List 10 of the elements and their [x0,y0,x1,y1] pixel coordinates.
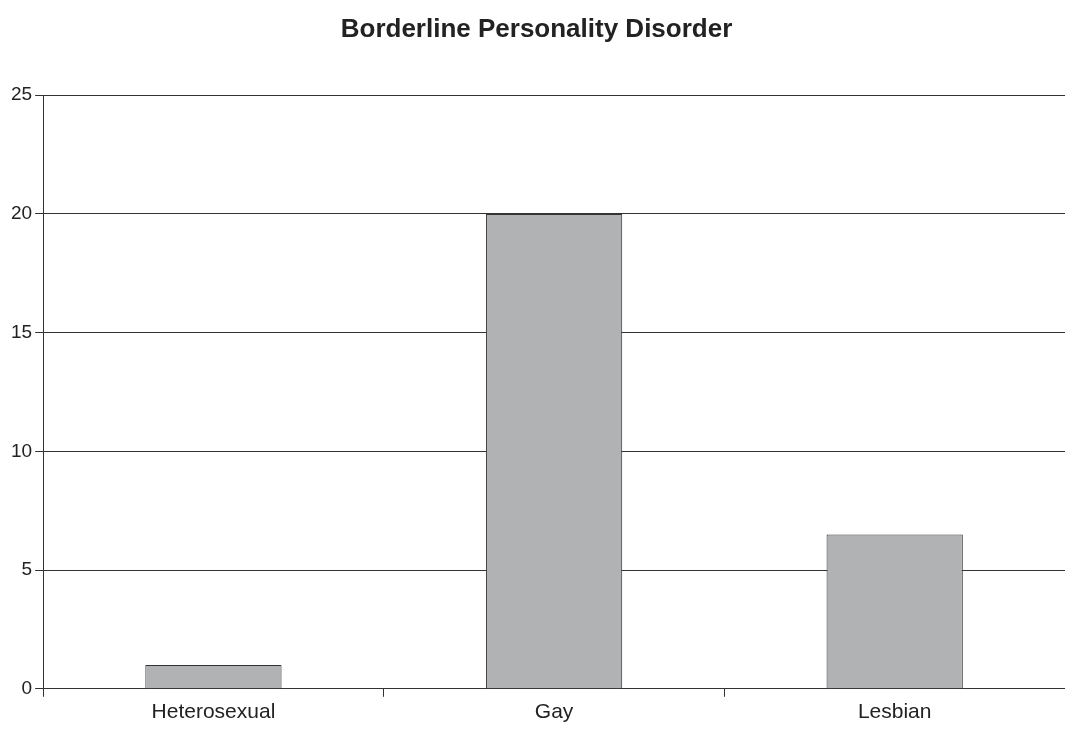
x-tick-label: Gay [534,699,574,723]
y-tick-label: 5 [21,558,33,580]
chart-title: Borderline Personality Disorder [340,12,733,43]
y-tick-label: 15 [10,320,33,342]
x-tick-label: Heterosexual [151,699,276,723]
x-tick-label: Lesbian [857,699,932,723]
y-tick-label: 25 [10,83,33,105]
y-tick-label: 0 [21,677,33,699]
y-tick-label: 20 [10,202,33,224]
y-tick-label: 10 [10,439,33,461]
